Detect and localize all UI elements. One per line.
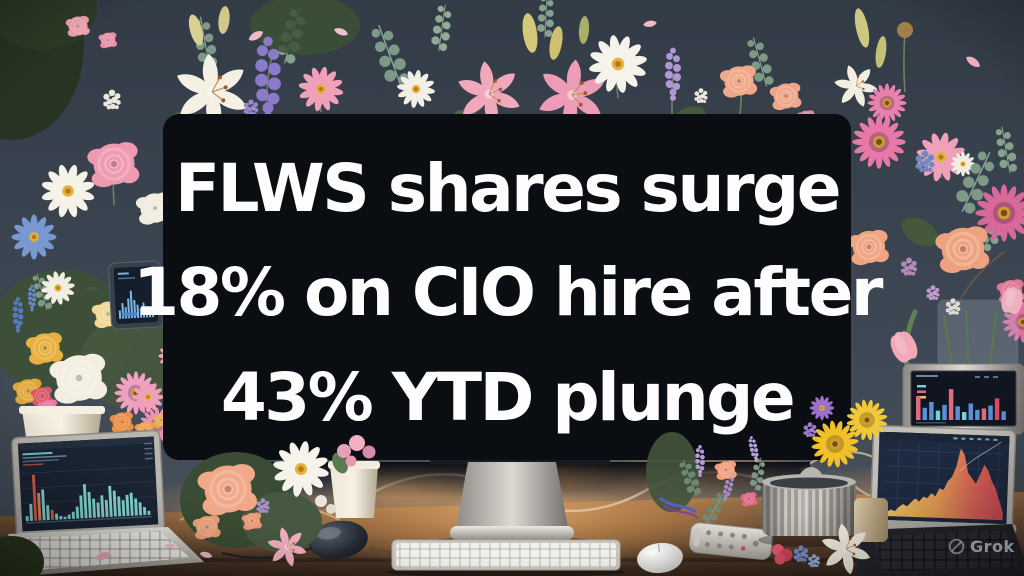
watermark-label: Grok [970, 537, 1015, 556]
grok-logo-icon [948, 538, 965, 555]
grok-watermark: Grok [948, 537, 1015, 556]
